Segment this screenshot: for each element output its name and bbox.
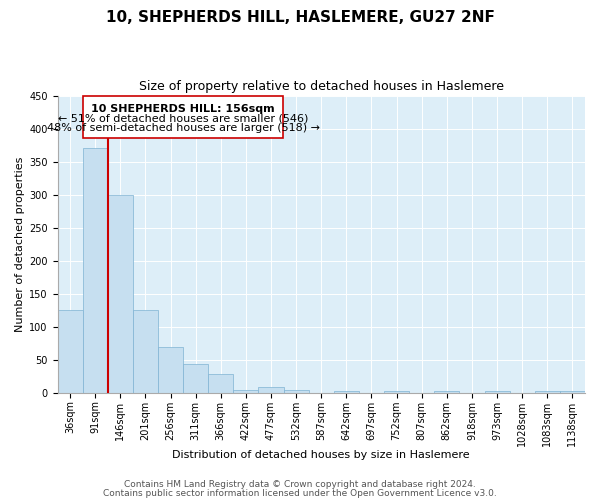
Bar [108, 194, 133, 393]
Bar [535, 392, 560, 393]
Bar [83, 148, 108, 393]
Bar [158, 346, 183, 393]
Text: Contains public sector information licensed under the Open Government Licence v3: Contains public sector information licen… [103, 488, 497, 498]
Bar [233, 390, 259, 393]
Bar [183, 364, 208, 393]
Bar [208, 374, 233, 393]
Bar [334, 391, 359, 393]
Text: 10, SHEPHERDS HILL, HASLEMERE, GU27 2NF: 10, SHEPHERDS HILL, HASLEMERE, GU27 2NF [106, 10, 494, 25]
Bar [485, 392, 509, 393]
Text: 48% of semi-detached houses are larger (518) →: 48% of semi-detached houses are larger (… [47, 122, 320, 132]
Bar [58, 310, 83, 393]
Text: ← 51% of detached houses are smaller (546): ← 51% of detached houses are smaller (54… [58, 114, 308, 124]
Y-axis label: Number of detached properties: Number of detached properties [15, 156, 25, 332]
Text: 10 SHEPHERDS HILL: 156sqm: 10 SHEPHERDS HILL: 156sqm [91, 104, 275, 114]
Text: Contains HM Land Registry data © Crown copyright and database right 2024.: Contains HM Land Registry data © Crown c… [124, 480, 476, 489]
Bar [284, 390, 308, 393]
Title: Size of property relative to detached houses in Haslemere: Size of property relative to detached ho… [139, 80, 504, 93]
Bar [259, 387, 284, 393]
Bar [434, 392, 460, 393]
Bar [560, 392, 585, 393]
X-axis label: Distribution of detached houses by size in Haslemere: Distribution of detached houses by size … [172, 450, 470, 460]
FancyBboxPatch shape [83, 96, 283, 138]
Bar [133, 310, 158, 393]
Bar [384, 392, 409, 393]
